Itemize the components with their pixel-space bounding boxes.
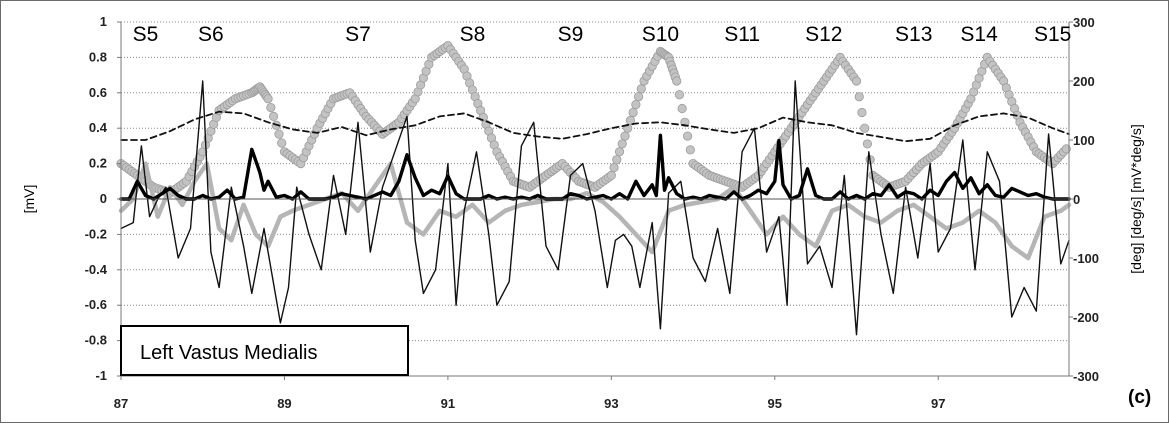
stride-label: S14 xyxy=(960,23,998,46)
x-tick-label: 97 xyxy=(931,396,945,411)
y-left-tick-label: 0 xyxy=(100,191,107,206)
y-left-tick-label: 0.4 xyxy=(89,120,108,135)
y-left-tick-label: -0.2 xyxy=(85,226,107,241)
series-2-point xyxy=(854,92,864,102)
series-2-point xyxy=(674,90,685,100)
series-2-point xyxy=(266,102,276,113)
x-tick-label: 87 xyxy=(114,396,128,411)
panel-label: (c) xyxy=(1128,387,1151,408)
series-2-point xyxy=(862,139,873,149)
left-axis-title: [mV] xyxy=(21,185,37,214)
series-2-point xyxy=(612,155,622,165)
series-2-point xyxy=(851,76,862,86)
y-right-tick-label: -200 xyxy=(1073,310,1099,325)
stride-label: S5 xyxy=(133,23,159,46)
series-2-point xyxy=(631,100,641,110)
y-left-tick-label: -0.6 xyxy=(85,297,107,312)
series-2-point xyxy=(277,138,287,148)
series-2-point xyxy=(683,131,693,141)
y-right-tick-label: 200 xyxy=(1073,74,1095,89)
y-right-tick-label: -300 xyxy=(1073,369,1099,384)
series-1-line xyxy=(120,110,1070,143)
series-2-point xyxy=(636,84,646,94)
series-2-point xyxy=(857,107,867,118)
series-2-point xyxy=(860,123,870,133)
stride-label: S6 xyxy=(198,23,224,46)
annotation-box: Left Vastus Medialis xyxy=(120,325,409,376)
stride-label: S11 xyxy=(724,23,760,46)
annotation-box-border xyxy=(120,325,409,376)
series-2-point xyxy=(633,92,644,102)
x-tick-label: 91 xyxy=(441,396,455,411)
stride-label: S9 xyxy=(558,23,584,46)
stride-label: S15 xyxy=(1034,23,1071,46)
stride-label: S7 xyxy=(345,23,371,46)
series-2-point xyxy=(620,131,630,141)
series-2-point xyxy=(614,147,625,157)
series-4-line xyxy=(119,133,1071,201)
series-2-point xyxy=(274,129,284,139)
series-2-point xyxy=(1061,144,1071,154)
y-right-tick-label: -100 xyxy=(1073,251,1099,266)
y-left-tick-label: 0.8 xyxy=(89,49,107,64)
x-tick-label: 95 xyxy=(768,396,782,411)
y-left-tick-label: -1 xyxy=(95,368,107,383)
series-2-point xyxy=(677,103,687,114)
series-2-point xyxy=(685,145,695,155)
y-right-tick-label: 300 xyxy=(1073,15,1095,30)
tick-labels: 1 0.8 0.6 0.4 0.2 0 -0.2 -0.4 -0.6 -0.8 -1 300 200 10… xyxy=(85,14,1099,411)
stride-label: S13 xyxy=(895,23,932,46)
stride-label: S10 xyxy=(642,23,679,46)
series-2-point xyxy=(672,76,682,86)
stride-labels: S5 S6 S7 S8 S9 S10 S11 S12 S13 S14 S15 xyxy=(133,23,1072,46)
series-0-line xyxy=(120,80,1070,336)
y-left-tick-label: 1 xyxy=(100,14,107,29)
y-right-tick-label: 0 xyxy=(1073,192,1080,207)
y-left-tick-label: -0.8 xyxy=(85,333,107,348)
series-2-point xyxy=(263,94,273,104)
y-left-tick-label: 0.6 xyxy=(89,85,107,100)
series-2-point xyxy=(606,170,616,180)
series-2-point xyxy=(609,162,619,173)
annotation-label: Left Vastus Medialis xyxy=(140,342,318,364)
right-axis-title: [deg] [deg/s] [mV*deg/s] xyxy=(1128,124,1144,273)
series-2-point xyxy=(268,111,279,122)
x-tick-label: 89 xyxy=(277,396,291,411)
series-2-point xyxy=(628,107,638,118)
y-right-tick-label: 100 xyxy=(1073,133,1095,148)
series-2-point xyxy=(617,139,627,149)
series-layer xyxy=(116,40,1072,336)
x-tick-label: 93 xyxy=(604,396,618,411)
stride-label: S8 xyxy=(460,23,486,46)
y-left-tick-label: -0.4 xyxy=(85,262,108,277)
stride-label: S12 xyxy=(805,23,842,46)
y-left-tick-label: 0.2 xyxy=(89,156,107,171)
